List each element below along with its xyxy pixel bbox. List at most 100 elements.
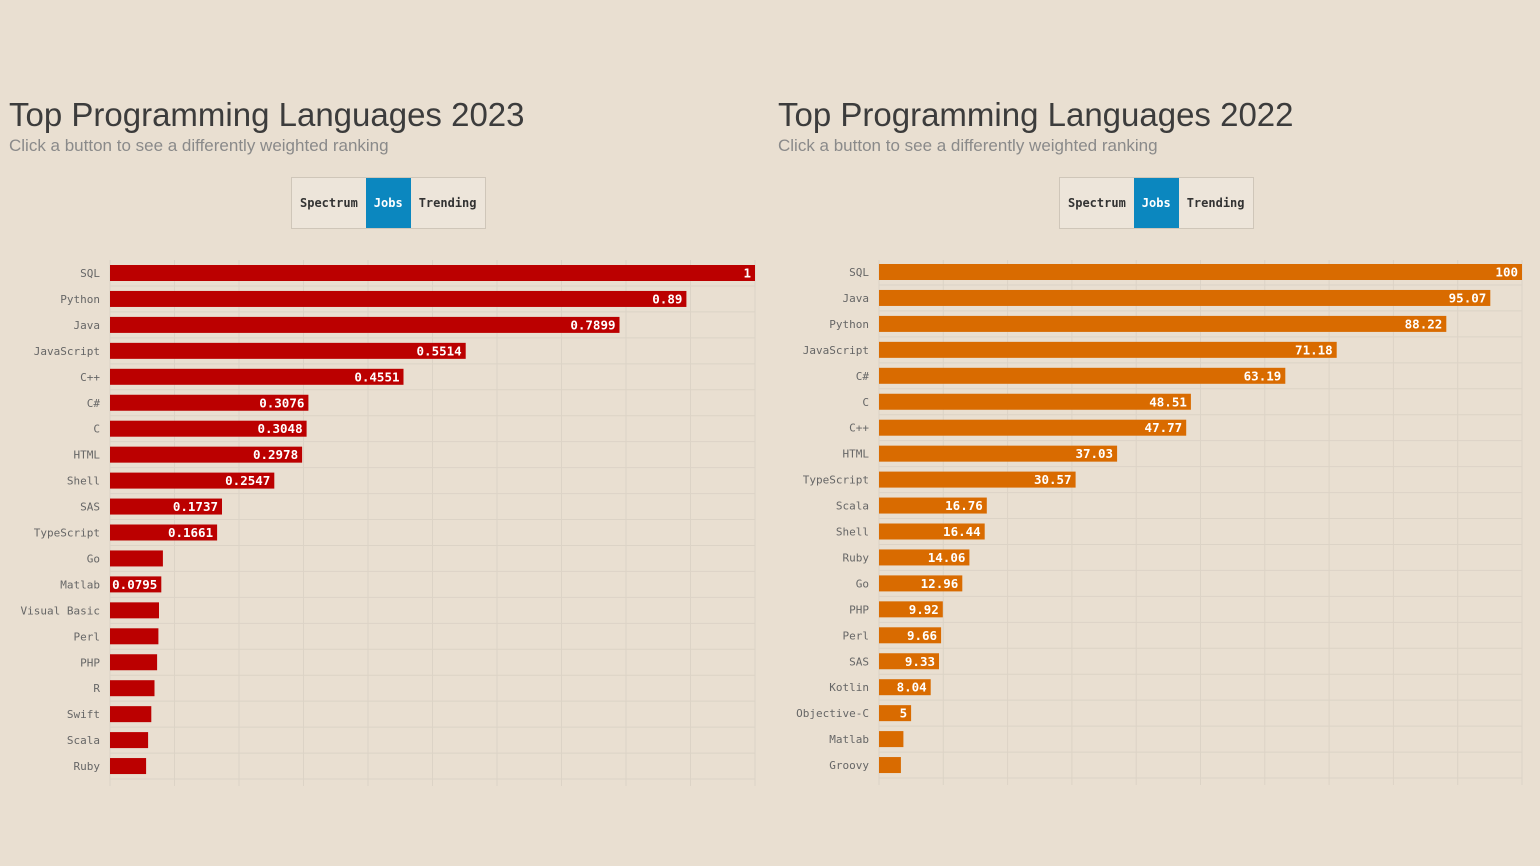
spectrum-button[interactable]: Spectrum (300, 196, 358, 210)
category-label: Shell (67, 475, 100, 488)
data-label: 0.89 (652, 291, 682, 306)
category-label: Ruby (843, 551, 870, 564)
data-label: 0.0795 (112, 577, 157, 592)
bar[interactable] (879, 445, 1118, 462)
chart-title: Top Programming Languages 2022 (778, 96, 1294, 133)
bar[interactable] (879, 393, 1191, 410)
data-label: 8.04 (897, 680, 927, 695)
jobs-button[interactable]: Jobs (1133, 178, 1179, 228)
bar[interactable] (879, 497, 987, 514)
category-label: SQL (849, 266, 869, 279)
bar[interactable] (110, 602, 159, 619)
data-label: 1 (743, 266, 751, 281)
jobs-button[interactable]: Jobs (365, 178, 411, 228)
data-label: 0.3048 (257, 421, 302, 436)
bar[interactable] (110, 420, 307, 437)
data-label: 47.77 (1145, 420, 1183, 435)
bar[interactable] (110, 732, 149, 749)
bar[interactable] (110, 654, 158, 671)
category-label: HTML (74, 449, 101, 462)
spectrum-button[interactable]: Spectrum (1068, 196, 1126, 210)
bar[interactable] (110, 290, 687, 307)
bar[interactable] (879, 601, 943, 618)
bar[interactable] (110, 342, 466, 359)
bar[interactable] (879, 367, 1286, 384)
trending-button[interactable]: Trending (1186, 196, 1245, 210)
bar[interactable] (110, 368, 404, 385)
data-label: 0.7899 (570, 317, 615, 332)
bar[interactable] (879, 627, 942, 644)
category-label: C# (87, 397, 101, 410)
bar[interactable] (879, 289, 1491, 306)
category-label: SQL (80, 267, 100, 280)
bar[interactable] (879, 315, 1447, 332)
data-label: 16.76 (945, 498, 983, 513)
bar[interactable] (879, 419, 1187, 436)
bar[interactable] (110, 524, 218, 541)
bar[interactable] (110, 265, 755, 281)
bar[interactable] (879, 341, 1337, 358)
category-label: Python (60, 293, 100, 306)
gridlines (878, 260, 1523, 786)
bar[interactable] (110, 472, 275, 489)
data-label: 9.66 (907, 628, 937, 643)
category-label: R (93, 682, 100, 695)
bar[interactable] (110, 498, 222, 515)
bar-chart-2022: SQL 100 Java 95.07 Python 88.22 JavaScript 71.1… (796, 260, 1523, 786)
chart-panel-2023: Top Programming Languages 2023 Click a b… (9, 96, 756, 787)
bar[interactable] (879, 731, 904, 748)
category-label: Groovy (829, 759, 869, 772)
ranking-button-group: Spectrum Jobs Trending (291, 177, 486, 229)
bar[interactable] (110, 446, 303, 463)
data-label: 9.92 (909, 602, 939, 617)
bar[interactable] (110, 550, 163, 567)
data-label: 48.51 (1149, 394, 1187, 409)
chart-panel-2022: Top Programming Languages 2022 Click a b… (770, 0, 1540, 866)
bar[interactable] (879, 757, 901, 774)
bar[interactable] (879, 471, 1076, 488)
data-label: 0.5514 (417, 343, 462, 358)
bar[interactable] (879, 264, 1522, 280)
category-label: JavaScript (34, 345, 100, 358)
category-label: HTML (843, 448, 870, 461)
data-label: 0.2978 (253, 447, 298, 462)
category-label: Scala (67, 734, 100, 747)
bar[interactable] (879, 653, 939, 670)
category-label: PHP (849, 603, 869, 616)
data-label: 37.03 (1075, 446, 1113, 461)
category-label: Shell (836, 526, 869, 539)
category-label: Python (829, 318, 869, 331)
bar[interactable] (879, 523, 985, 540)
bar[interactable] (879, 705, 912, 722)
category-label: Ruby (74, 760, 101, 773)
data-label: 16.44 (943, 524, 981, 539)
bar[interactable] (879, 679, 931, 696)
data-label: 0.1661 (168, 525, 213, 540)
bar[interactable] (110, 576, 162, 593)
bar[interactable] (110, 706, 152, 723)
bar[interactable] (110, 680, 155, 697)
bar-chart-2023: SQL 1 Python 0.89 Java 0.7899 JavaScript 0.5514… (21, 260, 756, 787)
chart-subtitle: Click a button to see a differently weig… (778, 136, 1158, 155)
category-label: Swift (67, 708, 100, 721)
trending-button[interactable]: Trending (418, 196, 477, 210)
category-label: TypeScript (803, 474, 869, 487)
bar[interactable] (879, 549, 970, 566)
category-label: Java (74, 319, 101, 332)
bar[interactable] (110, 394, 309, 411)
bar[interactable] (110, 758, 147, 775)
data-label: 100 (1495, 265, 1518, 280)
data-label: 88.22 (1405, 316, 1443, 331)
bar[interactable] (879, 575, 963, 592)
category-label: C (93, 423, 100, 436)
category-label: Perl (74, 630, 101, 643)
data-label: 0.4551 (354, 369, 399, 384)
bar[interactable] (110, 316, 620, 333)
data-label: 95.07 (1449, 290, 1487, 305)
bar[interactable] (110, 628, 159, 645)
category-label: C++ (80, 371, 100, 384)
category-label: SAS (80, 501, 100, 514)
category-label: PHP (80, 656, 100, 669)
data-label: 9.33 (905, 654, 935, 669)
data-label: 0.1737 (173, 499, 218, 514)
